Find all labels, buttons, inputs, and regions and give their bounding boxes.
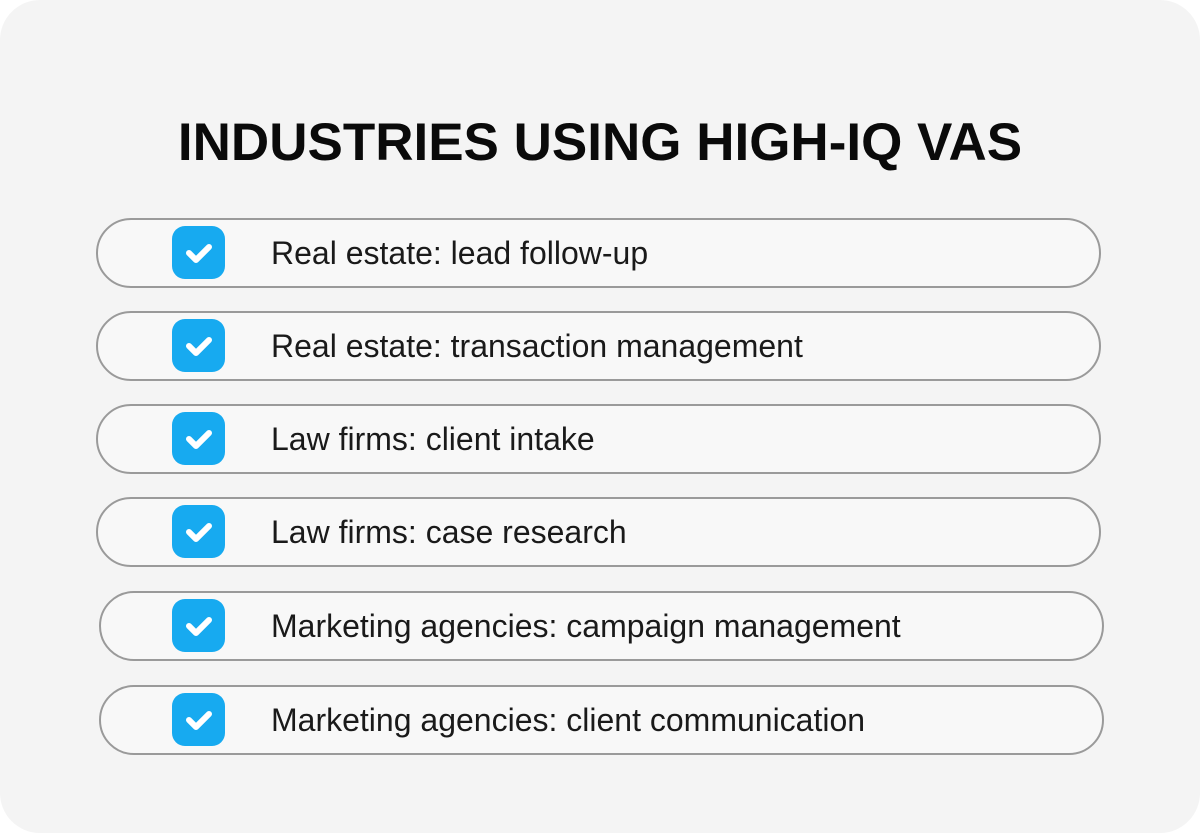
list-item: Law firms: client intake xyxy=(96,404,1101,474)
list-item: Marketing agencies: campaign management xyxy=(99,591,1104,661)
list-item-label: Law firms: case research xyxy=(271,514,627,550)
checkbox-checked-icon xyxy=(172,319,225,372)
checkbox-checked-icon xyxy=(172,693,225,746)
page-title: INDUSTRIES USING HIGH-IQ VAS xyxy=(177,113,1023,172)
list-item-label: Real estate: lead follow-up xyxy=(271,235,649,271)
list-item-label: Real estate: transaction management xyxy=(271,328,803,364)
checkbox-checked-icon xyxy=(172,412,225,465)
list-item: Marketing agencies: client communication xyxy=(99,685,1104,755)
list-item-label: Marketing agencies: campaign management xyxy=(271,608,901,644)
list-item-label: Law firms: client intake xyxy=(271,421,595,457)
checkbox-checked-icon xyxy=(172,226,225,279)
list-item: Real estate: lead follow-up xyxy=(96,218,1101,288)
list-item: Real estate: transaction management xyxy=(96,311,1101,381)
checkbox-checked-icon xyxy=(172,505,225,558)
list-item-label: Marketing agencies: client communication xyxy=(271,702,866,738)
checkbox-checked-icon xyxy=(172,599,225,652)
list-item: Law firms: case research xyxy=(96,497,1101,567)
